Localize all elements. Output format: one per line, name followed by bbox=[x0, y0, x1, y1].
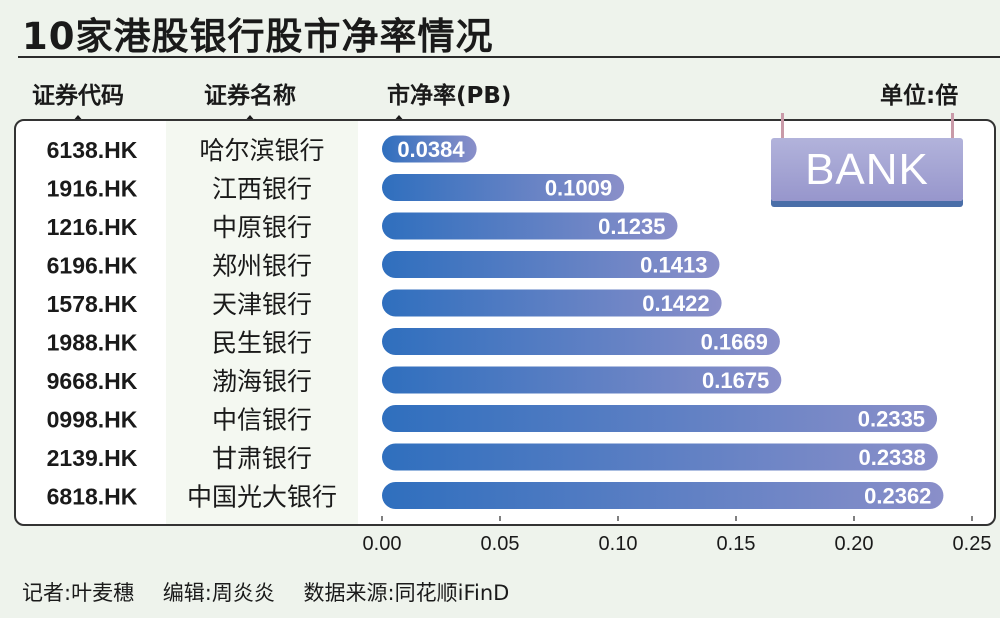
x-tick-label: 0.15 bbox=[717, 533, 756, 555]
badge-hanger-right bbox=[951, 113, 954, 139]
header-name: 证券名称 bbox=[204, 76, 296, 122]
security-code: 1578.HK bbox=[47, 291, 138, 317]
pb-bar bbox=[382, 251, 720, 278]
chart-title: 10家港股银行股市净率情况 bbox=[22, 15, 494, 58]
pb-value-label: 0.1235 bbox=[598, 214, 665, 239]
header-pointer-icon bbox=[393, 115, 406, 122]
pb-value-label: 0.1422 bbox=[642, 291, 709, 316]
x-tick-label: 0.00 bbox=[363, 533, 402, 555]
footer-credits: 记者:叶麦穗 编辑:周炎炎 数据来源:同花顺iFinD bbox=[22, 577, 531, 607]
security-name: 哈尔滨银行 bbox=[199, 136, 324, 165]
pb-value-label: 0.2335 bbox=[858, 407, 925, 432]
pb-value-label: 0.1413 bbox=[640, 253, 707, 278]
pb-bar bbox=[382, 328, 780, 355]
pb-value-label: 0.2362 bbox=[864, 484, 931, 509]
security-name: 甘肃银行 bbox=[212, 444, 312, 473]
security-code: 6818.HK bbox=[47, 484, 138, 510]
header-pb: 市净率(PB) bbox=[387, 76, 512, 122]
pb-bar bbox=[382, 135, 477, 163]
pb-bar bbox=[382, 174, 625, 201]
security-name: 中原银行 bbox=[212, 213, 312, 242]
badge-hanger-left bbox=[781, 113, 784, 139]
footer-editor: 编辑:周炎炎 bbox=[162, 581, 275, 605]
pb-bar bbox=[382, 482, 944, 509]
security-name: 民生银行 bbox=[212, 329, 312, 358]
name-column-background bbox=[166, 121, 358, 524]
footer-source: 数据来源:同花顺iFinD bbox=[303, 581, 510, 605]
security-code: 1916.HK bbox=[47, 176, 138, 202]
security-name: 中信银行 bbox=[212, 406, 312, 435]
title-divider bbox=[18, 56, 1000, 58]
pb-bar bbox=[382, 366, 782, 394]
x-tick-label: 0.25 bbox=[953, 533, 992, 555]
security-code: 0998.HK bbox=[47, 407, 138, 433]
bank-badge: BANK bbox=[771, 138, 963, 201]
security-name: 渤海银行 bbox=[212, 367, 312, 396]
header-pb-label: 市净率(PB) bbox=[387, 83, 512, 109]
unit-label: 单位:倍 bbox=[880, 83, 959, 109]
header-name-label: 证券名称 bbox=[204, 83, 296, 109]
header-code-label: 证券代码 bbox=[32, 83, 124, 109]
footer-reporter: 记者:叶麦穗 bbox=[22, 581, 135, 605]
header-pointer-icon bbox=[244, 115, 256, 122]
pb-bar bbox=[382, 289, 722, 317]
x-tick-label: 0.20 bbox=[835, 533, 874, 555]
pb-bar bbox=[382, 443, 938, 471]
security-code: 6196.HK bbox=[47, 253, 138, 279]
security-name: 郑州银行 bbox=[212, 252, 312, 281]
pb-bar bbox=[382, 212, 678, 240]
pb-value-label: 0.1675 bbox=[702, 368, 769, 393]
security-code: 1988.HK bbox=[47, 330, 138, 356]
pb-value-label: 0.0384 bbox=[397, 137, 465, 162]
security-code: 2139.HK bbox=[47, 445, 138, 471]
pb-value-label: 0.1669 bbox=[701, 330, 768, 355]
header-pointer-icon bbox=[72, 115, 84, 122]
header-code: 证券代码 bbox=[32, 76, 124, 122]
security-code: 1216.HK bbox=[47, 214, 138, 240]
security-code: 6138.HK bbox=[47, 137, 138, 163]
x-tick-label: 0.05 bbox=[481, 533, 520, 555]
security-name: 中国光大银行 bbox=[187, 483, 337, 512]
bank-badge-text: BANK bbox=[805, 145, 929, 194]
security-code: 9668.HK bbox=[47, 368, 138, 394]
security-name: 江西银行 bbox=[212, 175, 312, 204]
pb-value-label: 0.1009 bbox=[545, 176, 612, 201]
pb-bar bbox=[382, 405, 938, 432]
pb-value-label: 0.2338 bbox=[858, 445, 925, 470]
security-name: 天津银行 bbox=[212, 290, 312, 319]
x-tick-label: 0.10 bbox=[599, 533, 638, 555]
